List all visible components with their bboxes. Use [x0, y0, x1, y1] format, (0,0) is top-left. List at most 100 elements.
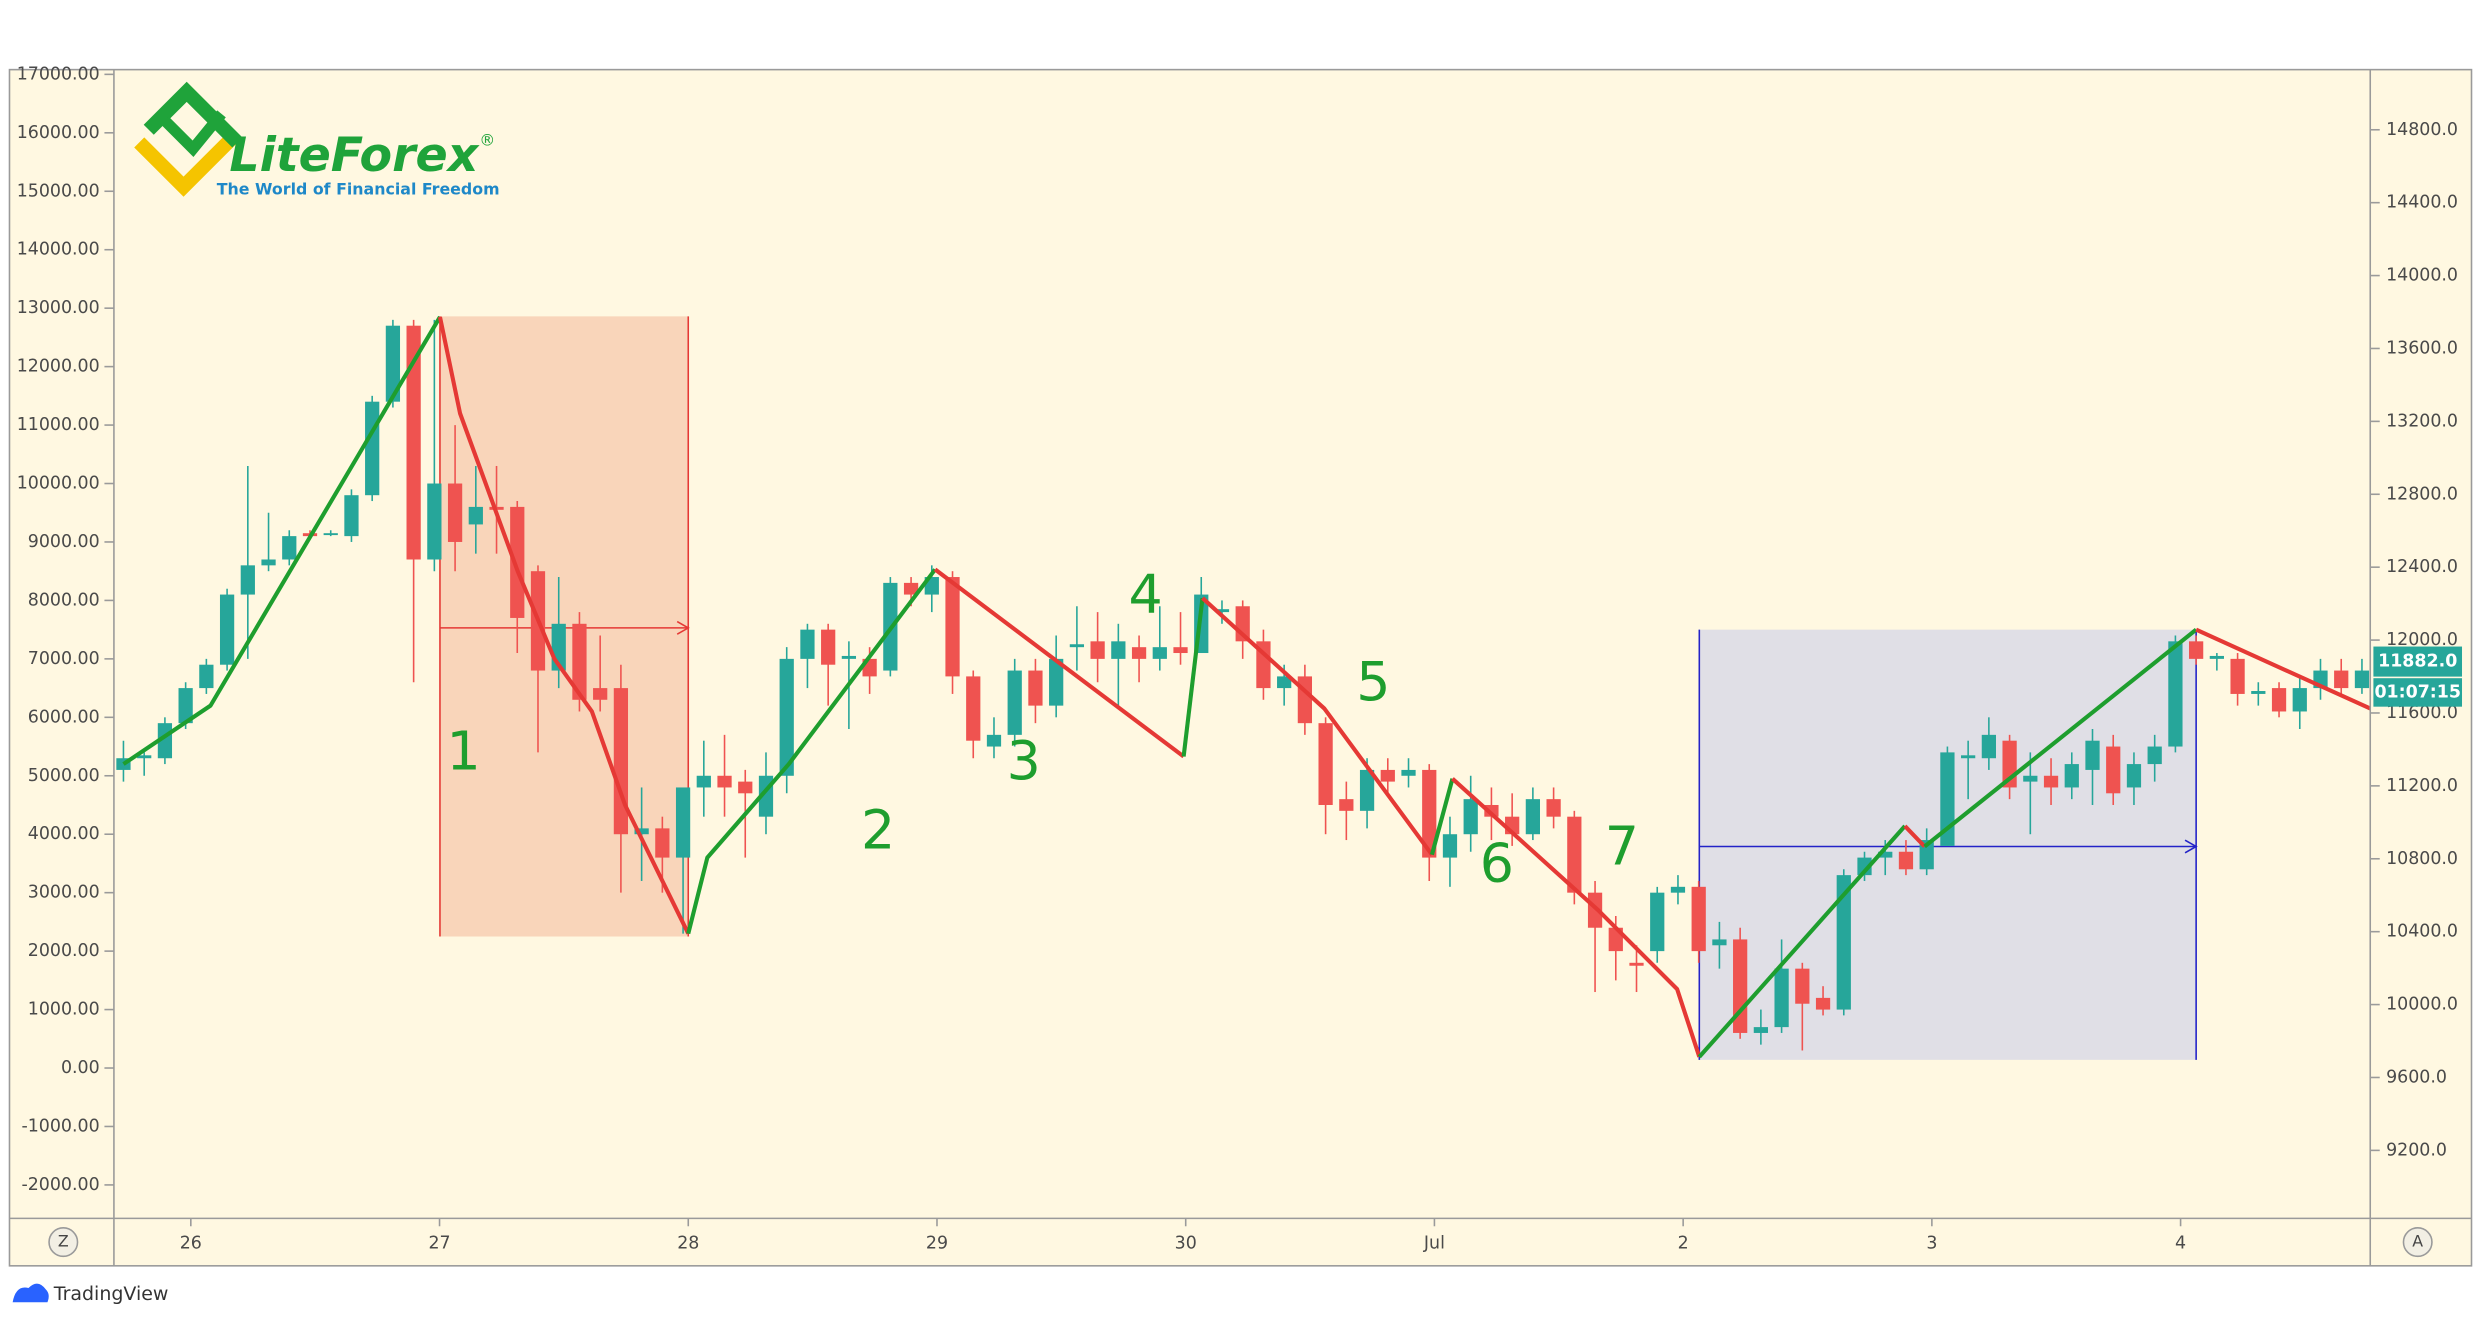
candle-body: [1339, 799, 1354, 811]
y-tick-label: 8000.00: [28, 590, 100, 610]
candle-body: [1401, 769, 1416, 776]
a-button[interactable]: A: [2402, 1227, 2433, 1258]
candle-body: [655, 828, 670, 858]
candle-body: [2147, 746, 2162, 765]
arrow-head: [676, 620, 690, 635]
candle-body: [282, 536, 297, 560]
candle-body: [1712, 939, 1727, 946]
candle-body: [675, 787, 691, 858]
candle-body: [344, 495, 359, 537]
candle-body: [1836, 875, 1851, 1010]
y-tick-label: 3000.00: [28, 883, 100, 903]
candle-body: [1359, 769, 1375, 811]
candle-body: [1422, 769, 1437, 858]
candle-body: [116, 758, 131, 770]
plot-area: [116, 315, 2371, 1060]
x-tick-label: Jul: [1423, 1234, 1445, 1254]
candle-body: [821, 629, 836, 665]
button-label[interactable]: A: [2412, 1232, 2423, 1251]
candle-body: [427, 483, 442, 560]
candle-body: [1256, 641, 1271, 689]
logo-mark-green: [143, 81, 243, 148]
z-button[interactable]: Z: [48, 1227, 79, 1258]
y2-tick-label: 14800.0: [2386, 120, 2458, 140]
candle-body: [1214, 609, 1230, 613]
candle-body: [634, 828, 649, 835]
y-tick-label: 17000.00: [17, 64, 100, 84]
candle-body: [2230, 658, 2245, 694]
y-tick-label: 10000.00: [17, 474, 100, 494]
candle-body: [1173, 647, 1188, 654]
logo-mark-inner: [160, 110, 226, 157]
candle-body: [1463, 799, 1478, 835]
wave-label: 7: [1605, 814, 1639, 877]
y-tick-label: 5000.00: [28, 766, 100, 786]
candle-body: [1898, 851, 1914, 870]
y2-tick-label: 13200.0: [2386, 411, 2458, 431]
candle-body: [2354, 670, 2370, 689]
candle-body: [1670, 886, 1686, 893]
candle-body: [468, 506, 483, 525]
candle-body: [447, 483, 463, 542]
candle-body: [365, 401, 380, 496]
y-tick-label: 13000.00: [17, 298, 100, 318]
candle-body: [696, 775, 711, 788]
y2-tick-label: 9200.0: [2386, 1140, 2447, 1160]
x-tick-label: 29: [926, 1234, 948, 1254]
candle-body: [613, 688, 629, 835]
wave-label: 2: [861, 799, 895, 862]
candle-body: [406, 325, 421, 560]
y-tick-label: -2000.00: [21, 1175, 99, 1195]
brand-name: TradingView: [53, 1283, 169, 1305]
candle-body: [945, 577, 960, 677]
zigzag-line: [437, 316, 691, 935]
candle-body: [323, 533, 338, 536]
candle-body: [385, 325, 401, 402]
arrow-head: [2184, 839, 2198, 854]
logo-registered: ®: [479, 130, 495, 149]
candle-body: [1277, 676, 1292, 689]
wave-label: 1: [446, 719, 480, 782]
y2-tick-label: 12400.0: [2386, 557, 2458, 577]
candle-body: [1691, 886, 1706, 952]
candle-body: [199, 664, 214, 689]
candle-body: [572, 623, 587, 700]
y2-tick-label: 10000.0: [2386, 995, 2458, 1015]
candle-body: [1940, 752, 1955, 846]
zigzag-line: [1181, 597, 1205, 757]
zigzag-line: [1923, 628, 2198, 849]
x-tick-label: 2: [1678, 1234, 1689, 1254]
candle-body: [219, 594, 235, 665]
candle-body: [903, 582, 919, 595]
candle-body: [1878, 851, 1893, 858]
price-tag: [2373, 646, 2463, 677]
zigzag-line: [933, 567, 1185, 759]
wave-label: 4: [1128, 563, 1162, 626]
candle-body: [1007, 670, 1022, 735]
candle-body: [1753, 1027, 1768, 1033]
candle-body: [1774, 968, 1789, 1028]
candle-body: [2126, 764, 2142, 788]
candle-body: [1442, 834, 1458, 858]
candle-body: [738, 781, 753, 794]
candle-body: [1650, 892, 1665, 952]
candle-body: [1629, 962, 1644, 966]
button-label[interactable]: Z: [58, 1232, 69, 1251]
zigzag-line: [1903, 824, 1927, 848]
button-circle[interactable]: [48, 1227, 79, 1258]
candle-body: [2085, 740, 2100, 770]
candle-body: [1546, 799, 1561, 817]
candle-body: [2334, 670, 2349, 689]
candle-body: [1525, 799, 1540, 835]
y-tick-label: -1000.00: [21, 1116, 99, 1136]
candle-body: [1049, 658, 1064, 706]
wave-label: 5: [1356, 650, 1390, 713]
candle-body: [2043, 775, 2059, 788]
zigzag-line: [1697, 824, 1907, 1059]
y-tick-label: 0.00: [61, 1058, 100, 1078]
y2-tick-label: 14400.0: [2386, 193, 2458, 213]
button-circle[interactable]: [2402, 1227, 2433, 1258]
wave-labels: 1 2 3 4 5 6 7: [446, 563, 1638, 895]
candle-body: [1795, 968, 1810, 1004]
